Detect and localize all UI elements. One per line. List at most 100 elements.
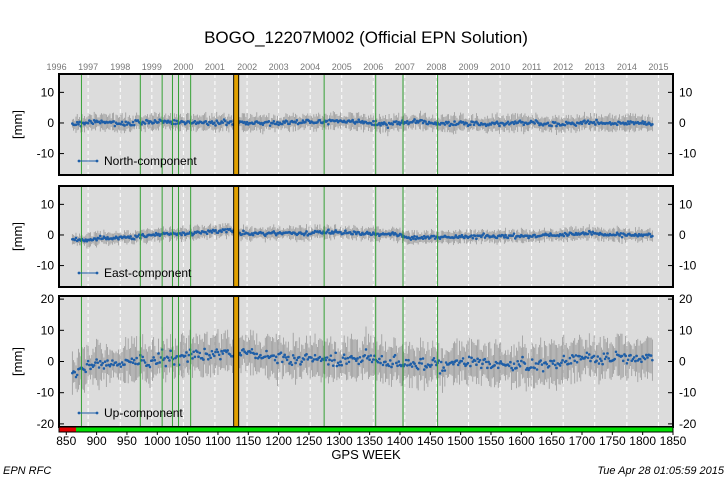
data-point: [651, 123, 654, 126]
data-point: [454, 234, 458, 237]
data-point: [367, 355, 370, 358]
data-point: [550, 359, 553, 363]
data-point: [512, 362, 516, 366]
x-tick-label: 1500: [447, 434, 474, 448]
data-point: [89, 367, 92, 371]
data-point: [344, 229, 347, 233]
data-point: [495, 236, 499, 240]
data-point: [158, 361, 162, 364]
data-point: [598, 357, 602, 361]
data-point: [112, 120, 115, 123]
data-point: [301, 119, 305, 122]
data-point: [274, 355, 278, 359]
data-point: [546, 121, 550, 125]
data-point: [291, 354, 295, 357]
data-point: [223, 119, 227, 123]
data-point: [462, 362, 466, 365]
data-point: [280, 360, 284, 364]
data-point: [75, 120, 79, 124]
x-tick-label: 1050: [174, 434, 201, 448]
data-point: [214, 229, 217, 232]
data-point: [370, 233, 374, 236]
data-point: [386, 126, 390, 129]
data-point: [586, 356, 590, 360]
data-point: [473, 359, 477, 363]
data-point: [430, 363, 433, 367]
data-point: [123, 363, 126, 366]
data-point: [621, 359, 625, 363]
data-point: [483, 122, 487, 126]
data-point: [152, 356, 155, 359]
data-point: [426, 122, 430, 126]
data-point: [242, 229, 245, 233]
data-point: [499, 360, 502, 363]
year-tick-label: 2009: [459, 62, 479, 72]
data-point: [191, 357, 194, 360]
data-point: [307, 119, 311, 123]
data-point: [452, 362, 455, 366]
data-point: [397, 120, 401, 124]
panel-frame: [58, 185, 674, 288]
data-point: [305, 352, 308, 356]
data-point: [479, 366, 483, 370]
data-point: [550, 124, 553, 128]
data-point: [560, 361, 563, 365]
data-point: [575, 360, 579, 364]
series-up-component: [71, 326, 654, 395]
data-point: [221, 352, 225, 355]
series-north-component: [71, 110, 654, 137]
data-point: [239, 353, 243, 357]
data-point: [267, 120, 271, 123]
year-tick-label: 2014: [617, 62, 637, 72]
data-point: [552, 359, 556, 363]
data-point: [302, 358, 306, 361]
data-point: [74, 123, 78, 127]
coverage-bar-frame: [58, 426, 674, 433]
data-point: [130, 357, 134, 361]
data-point: [511, 234, 515, 237]
data-point: [148, 365, 152, 369]
data-point: [452, 123, 455, 127]
data-point: [90, 363, 94, 367]
data-point: [341, 356, 345, 359]
data-point: [157, 120, 160, 124]
data-point: [293, 356, 296, 360]
data-point: [371, 358, 375, 361]
data-point: [370, 360, 374, 364]
data-point: [363, 353, 367, 357]
data-point: [602, 352, 606, 355]
data-point: [318, 355, 322, 359]
data-point: [625, 361, 629, 365]
data-point: [172, 118, 176, 122]
data-point: [225, 230, 228, 234]
data-point: [313, 353, 317, 357]
data-point: [364, 348, 368, 351]
data-point: [168, 359, 171, 362]
data-point: [214, 350, 217, 354]
data-point: [137, 233, 141, 236]
data-point: [498, 124, 501, 128]
data-point: [482, 232, 486, 235]
data-point: [395, 361, 398, 365]
data-point: [453, 236, 456, 239]
data-point: [421, 237, 425, 241]
year-tick-label: 2015: [648, 62, 668, 72]
data-point: [625, 122, 629, 126]
legend-marker: [95, 411, 99, 415]
data-point: [421, 121, 425, 125]
data-point: [586, 119, 590, 123]
year-tick-label: 2008: [426, 62, 446, 72]
data-point: [513, 237, 517, 240]
y-tick-label-left: 0: [47, 355, 54, 369]
data-point: [533, 366, 536, 370]
data-point: [73, 238, 77, 242]
x-tick-label: 1650: [538, 434, 565, 448]
panel-up-component: -20 -20 -10 -10 0 0 10 10 20 20 Up-component [mm]: [10, 292, 697, 431]
data-point: [350, 354, 353, 358]
data-point: [174, 122, 177, 126]
year-tick-label: 1998: [110, 62, 130, 72]
data-point: [193, 355, 197, 359]
data-point: [391, 362, 394, 366]
data-point: [164, 364, 168, 368]
data-point: [95, 238, 98, 242]
